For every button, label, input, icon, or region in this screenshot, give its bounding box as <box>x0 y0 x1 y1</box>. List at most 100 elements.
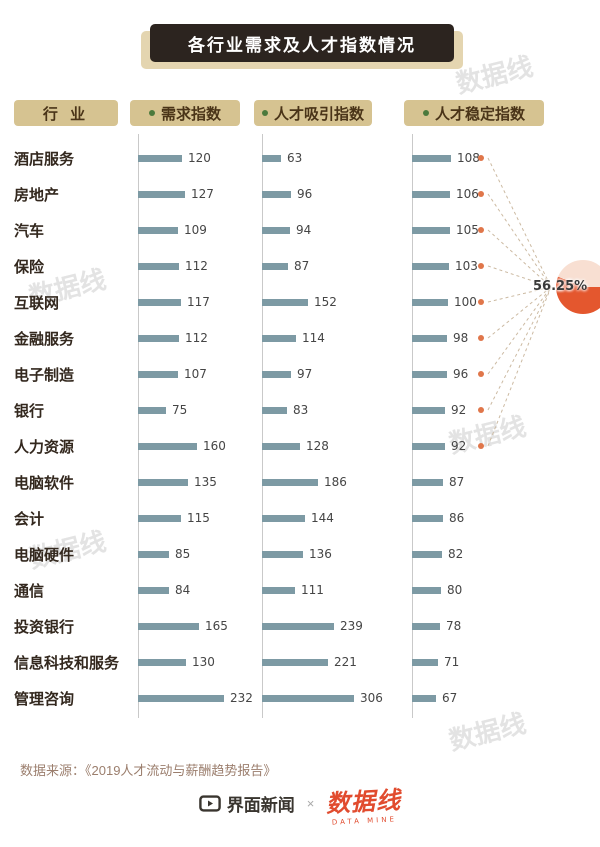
attraction-value: 87 <box>294 259 310 273</box>
demand-bar <box>138 694 224 702</box>
attraction-value: 152 <box>314 295 337 309</box>
demand-cell: 130 <box>138 655 262 669</box>
industry-label: 信息科技和服务 <box>14 654 120 672</box>
stability-value: 98 <box>453 331 469 345</box>
highlight-dot <box>478 227 484 233</box>
industry-row: 保险 112 87 103 <box>0 248 600 284</box>
stability-bar <box>412 262 449 270</box>
stability-bar <box>412 442 445 450</box>
chart-rows: 酒店服务 120 63 108 房地产 127 96 106 <box>0 140 600 716</box>
stability-cell: 71 <box>412 655 600 669</box>
tv-logo-icon <box>198 795 221 812</box>
stability-bar <box>412 298 448 306</box>
industry-label: 互联网 <box>14 294 60 312</box>
demand-cell: 127 <box>138 187 262 201</box>
industry-label: 电子制造 <box>14 366 75 384</box>
attraction-cell: 306 <box>262 691 412 705</box>
bullet-dot-icon <box>422 110 429 116</box>
attraction-value: 94 <box>296 223 312 237</box>
demand-axis-line <box>138 134 139 718</box>
attraction-bar <box>262 694 354 702</box>
stability-value: 87 <box>449 475 465 489</box>
demand-bar <box>138 262 179 270</box>
highlight-dot <box>478 407 484 413</box>
stability-value: 106 <box>456 187 479 201</box>
industry-label: 电脑硬件 <box>14 546 75 564</box>
stability-bar <box>412 370 447 378</box>
stability-bar <box>412 658 438 666</box>
stability-bar <box>412 514 443 522</box>
attraction-cell: 114 <box>262 331 412 345</box>
industry-label: 银行 <box>14 402 45 420</box>
column-header-demand-label: 需求指数 <box>160 105 221 123</box>
demand-bar <box>138 334 179 342</box>
industry-label: 管理咨询 <box>14 690 75 708</box>
stability-value: 71 <box>444 655 460 669</box>
stability-cell: 67 <box>412 691 600 705</box>
industry-row: 互联网 117 152 100 <box>0 284 600 320</box>
demand-value: 232 <box>230 691 253 705</box>
attraction-cell: 221 <box>262 655 412 669</box>
demand-value: 109 <box>184 223 207 237</box>
demand-cell: 165 <box>138 619 262 633</box>
stability-bar <box>412 622 440 630</box>
demand-cell: 112 <box>138 259 262 273</box>
pie-chart <box>556 260 600 314</box>
stability-value: 78 <box>446 619 462 633</box>
stability-value: 92 <box>451 403 467 417</box>
demand-bar <box>138 370 178 378</box>
attraction-value: 186 <box>324 475 347 489</box>
industry-label: 会计 <box>14 510 45 528</box>
industry-row: 电脑硬件 85 136 82 <box>0 536 600 572</box>
attraction-value: 114 <box>302 331 325 345</box>
highlight-dot <box>478 443 484 449</box>
stability-cell: 103 <box>412 259 600 273</box>
jiemian-logo-text: 界面新闻 <box>226 796 295 815</box>
attraction-cell: 96 <box>262 187 412 201</box>
stability-bar <box>412 694 436 702</box>
stability-value: 92 <box>451 439 467 453</box>
attraction-value: 239 <box>340 619 363 633</box>
stability-value: 105 <box>456 223 479 237</box>
demand-cell: 107 <box>138 367 262 381</box>
stability-cell: 96 <box>412 367 600 381</box>
stability-bar <box>412 190 450 198</box>
demand-value: 135 <box>194 475 217 489</box>
demand-bar <box>138 226 178 234</box>
stability-value: 108 <box>457 151 480 165</box>
datamine-logo: 数据线 DATA MINE <box>325 780 402 827</box>
demand-bar <box>138 550 169 558</box>
bullet-dot-icon <box>261 110 268 116</box>
stability-cell: 87 <box>412 475 600 489</box>
industry-row: 投资银行 165 239 78 <box>0 608 600 644</box>
attraction-value: 63 <box>287 151 303 165</box>
pie-percentage-label: 56.25% <box>533 279 588 294</box>
stability-bar <box>412 406 445 414</box>
attraction-bar <box>262 514 305 522</box>
stability-cell: 98 <box>412 331 600 345</box>
attraction-bar <box>262 226 290 234</box>
highlight-dot <box>478 335 484 341</box>
demand-value: 160 <box>203 439 226 453</box>
attraction-cell: 144 <box>262 511 412 525</box>
stability-axis-line <box>412 134 413 718</box>
stability-cell: 108 <box>412 151 600 165</box>
industry-row: 会计 115 144 86 <box>0 500 600 536</box>
industry-row: 房地产 127 96 106 <box>0 176 600 212</box>
demand-cell: 85 <box>138 547 262 561</box>
stability-cell: 78 <box>412 619 600 633</box>
attraction-value: 144 <box>311 511 334 525</box>
stability-bar <box>412 154 451 162</box>
attraction-cell: 97 <box>262 367 412 381</box>
stability-bar <box>412 226 450 234</box>
industry-row: 信息科技和服务 130 221 71 <box>0 644 600 680</box>
industry-label: 通信 <box>14 582 45 600</box>
highlight-dot <box>478 155 484 161</box>
stability-value: 82 <box>448 547 464 561</box>
jiemian-news-logo: 界面新闻 <box>198 791 295 816</box>
stability-bar <box>412 586 441 594</box>
attraction-cell: 94 <box>262 223 412 237</box>
industry-label: 电脑软件 <box>14 474 75 492</box>
stability-value: 103 <box>455 259 478 273</box>
attraction-bar <box>262 190 291 198</box>
